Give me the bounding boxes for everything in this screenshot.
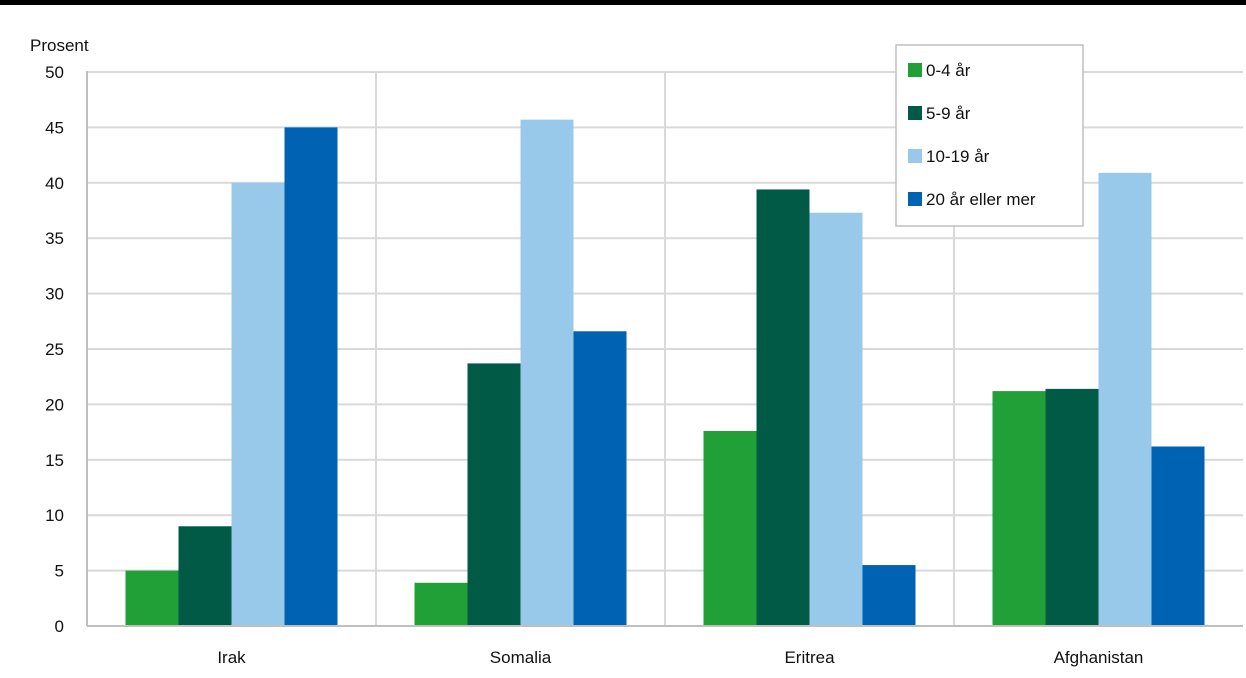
y-tick-label: 30: [45, 285, 64, 304]
bar-irak-series-3: [284, 127, 338, 627]
bar-afghanistan-series-1: [1045, 388, 1099, 626]
y-tick-label: 15: [45, 451, 64, 470]
bar-somalia-series-3: [573, 331, 627, 626]
legend-swatch: [908, 63, 922, 77]
y-tick-label: 10: [45, 506, 64, 525]
bar-afghanistan-series-3: [1151, 446, 1205, 626]
bar-somalia-series-0: [414, 582, 468, 626]
bar-irak-series-1: [178, 526, 232, 626]
bar-afghanistan-series-2: [1098, 172, 1152, 626]
bar-irak-series-0: [125, 570, 179, 626]
y-axis-unit-label: Prosent: [30, 36, 89, 55]
axis-layer: 0 5 10 15 20 25 30 35 40 45 50 Irak Somalia Eritrea Af…: [45, 63, 1243, 667]
x-tick-label: Somalia: [490, 648, 552, 667]
legend-swatch: [908, 106, 922, 120]
legend-box: [895, 44, 1084, 227]
y-tick-label: 25: [45, 340, 64, 359]
y-tick-label: 50: [45, 63, 64, 82]
legend-swatch: [908, 192, 922, 206]
bar-somalia-series-2: [520, 119, 574, 627]
y-tick-label: 0: [55, 617, 64, 636]
y-tick-label: 35: [45, 229, 64, 248]
bar-layer: [125, 119, 1205, 627]
legend-swatch: [908, 149, 922, 163]
legend-label: 20 år eller mer: [926, 190, 1036, 209]
legend: 0-4 år 5-9 år 10-19 år 20 år eller mer: [895, 44, 1084, 227]
legend-label: 0-4 år: [926, 61, 971, 80]
bar-eritrea-series-1: [756, 189, 810, 626]
bar-eritrea-series-2: [809, 212, 863, 626]
x-tick-label: Irak: [217, 648, 246, 667]
y-tick-label: 5: [55, 562, 64, 581]
bar-eritrea-series-0: [703, 430, 757, 626]
bar-somalia-series-1: [467, 363, 521, 626]
x-tick-label: Eritrea: [784, 648, 835, 667]
x-tick-label: Afghanistan: [1054, 648, 1144, 667]
y-tick-label: 45: [45, 118, 64, 137]
top-rule: [0, 0, 1246, 5]
y-tick-label: 40: [45, 174, 64, 193]
bar-afghanistan-series-0: [992, 391, 1046, 626]
y-tick-label: 20: [45, 395, 64, 414]
legend-label: 10-19 år: [926, 147, 990, 166]
bar-eritrea-series-3: [862, 565, 916, 626]
bar-irak-series-2: [231, 182, 285, 627]
legend-label: 5-9 år: [926, 104, 971, 123]
